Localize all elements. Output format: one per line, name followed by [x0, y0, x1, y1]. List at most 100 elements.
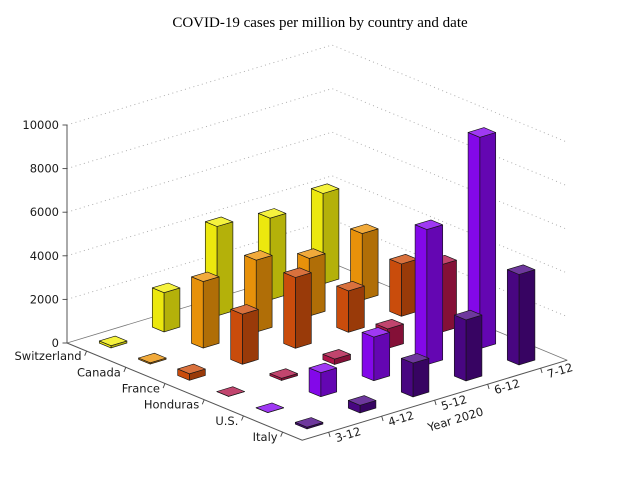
bar-left-face: [151, 287, 165, 333]
country-tick-mark: [280, 431, 284, 437]
bar-US-4-12: [308, 362, 338, 398]
bar-right-face: [373, 331, 391, 382]
date-tick-mark: [540, 368, 543, 374]
bar-top-face: [98, 335, 128, 347]
bar-Switzerland-3-12: [98, 335, 128, 349]
z-tick-label: 4000: [30, 249, 59, 263]
bar-layer: [98, 127, 536, 430]
bar-Italy-4-12: [347, 395, 377, 414]
z-tick-label: 6000: [30, 205, 59, 219]
bar-top-face: [322, 349, 351, 360]
bar-France-6-12: [336, 280, 365, 333]
bar-top-face: [336, 280, 365, 292]
bar-top-face: [216, 386, 245, 397]
bar-top-face: [244, 250, 273, 261]
country-tick-label: Canada: [77, 365, 121, 379]
bar-left-face: [336, 285, 349, 333]
bar-top-face: [453, 309, 483, 321]
date-tick-mark: [434, 400, 437, 406]
bar-left-face: [506, 269, 520, 366]
bar-Switzerland-4-12: [151, 282, 181, 333]
bar-right-face: [202, 276, 220, 349]
bar-France-7-12: [389, 253, 418, 317]
bar-left-face: [230, 308, 243, 365]
date-tick-mark: [328, 432, 331, 438]
bar-top-face: [294, 417, 324, 428]
bar-US-6-12: [414, 219, 444, 366]
bar-top-face: [255, 402, 285, 413]
country-tick-mark: [84, 350, 88, 356]
z-tick-label: 10000: [22, 118, 59, 132]
bar-top-face: [204, 216, 234, 227]
bar-top-face: [310, 183, 340, 194]
bar-France-4-12: [230, 304, 259, 365]
bar-top-face: [269, 368, 298, 379]
bar-Canada-4-12: [191, 271, 220, 349]
bar-Italy-3-12: [294, 417, 324, 430]
bar-top-face: [361, 327, 391, 338]
bar-right-face: [412, 357, 430, 398]
bar-top-face: [400, 353, 430, 364]
bar-right-face: [242, 309, 259, 365]
country-tick-label: Italy: [253, 430, 278, 444]
bar-top-face: [350, 223, 379, 234]
bar-left-face: [414, 224, 428, 366]
bar-right-face: [465, 314, 483, 382]
country-tick-label: France: [122, 382, 160, 396]
bar-Honduras-3-12: [216, 386, 245, 397]
bar-US-3-12: [255, 402, 285, 414]
bar-right-face: [163, 287, 181, 333]
date-tick-label: 3-12: [333, 424, 362, 445]
country-tick-label: Switzerland: [15, 349, 82, 363]
bar-top-face: [138, 352, 167, 364]
z-tick-label: 2000: [30, 292, 59, 306]
bar-Honduras-5-12: [322, 349, 351, 365]
date-tick-label: 7-12: [545, 360, 574, 381]
bar-top-face: [375, 318, 404, 330]
date-tick-mark: [381, 416, 384, 422]
bar-France-5-12: [283, 267, 312, 349]
bar-right-face: [426, 224, 444, 366]
bar-top-face: [308, 362, 338, 374]
bar-left-face: [389, 258, 402, 317]
bar-Italy-7-12: [506, 264, 536, 366]
country-tick-mark: [123, 367, 127, 373]
bar-left-face: [400, 357, 414, 398]
bar-right-face: [348, 285, 365, 333]
bar-Canada-7-12: [350, 223, 379, 301]
country-tick-mark: [241, 415, 244, 421]
country-tick-label: Honduras: [144, 398, 199, 412]
floor-front-edges: [66, 342, 568, 441]
date-tick-mark: [487, 384, 490, 390]
bar-France-3-12: [177, 363, 206, 381]
z-tick-label: 8000: [30, 162, 59, 176]
bar-top-face: [191, 271, 220, 282]
wall-gridline-10000: [66, 44, 568, 143]
bar-Italy-6-12: [453, 309, 483, 382]
bar-top-face: [347, 395, 377, 406]
country-tick-mark: [162, 383, 166, 389]
bar-top-face: [177, 363, 206, 375]
chart-title: COVID-19 cases per million by country an…: [172, 15, 468, 31]
bar-right-face: [295, 272, 312, 349]
bar-US-5-12: [361, 327, 391, 382]
country-tick-mark: [201, 399, 205, 405]
bar-top-face: [230, 304, 259, 315]
bar-Honduras-4-12: [269, 368, 298, 381]
bar-US-7-12: [467, 127, 497, 350]
bar-Italy-5-12: [400, 353, 430, 398]
z-tick-label: 0: [52, 336, 59, 350]
bar-left-face: [283, 272, 296, 349]
date-tick-label: 4-12: [386, 408, 415, 429]
bar-top-face: [297, 248, 326, 259]
country-tick-label: U.S.: [215, 414, 238, 428]
bar-left-face: [191, 276, 204, 349]
bar-Canada-3-12: [138, 352, 167, 365]
bar-top-face: [283, 267, 312, 278]
bar-top-face: [467, 127, 497, 138]
bar-top-face: [257, 208, 287, 219]
bar-left-face: [453, 314, 467, 382]
bar-top-face: [414, 219, 444, 230]
